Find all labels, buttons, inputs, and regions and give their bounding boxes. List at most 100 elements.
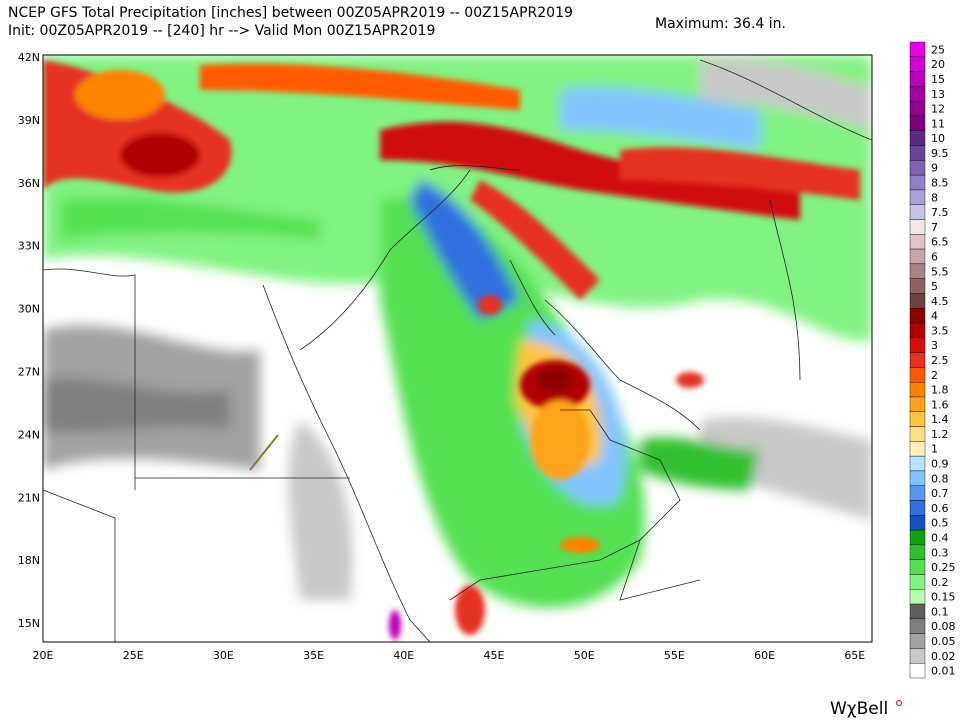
- colorbar-label: 12: [931, 103, 945, 116]
- colorbar-swatch: [909, 633, 926, 649]
- colorbar-swatch: [909, 663, 926, 679]
- colorbar-label: 0.5: [931, 517, 949, 530]
- colorbar-swatch: [909, 100, 926, 117]
- colorbar-swatch: [909, 618, 926, 634]
- colorbar-label: 1.6: [931, 398, 949, 411]
- lon-label: 30E: [213, 649, 234, 662]
- lon-label: 35E: [303, 649, 324, 662]
- colorbar-label: 0.1: [931, 605, 949, 618]
- lon-label: 25E: [123, 649, 144, 662]
- colorbar-swatch: [909, 352, 926, 368]
- colorbar-swatch: [909, 219, 926, 235]
- colorbar-swatch: [909, 485, 926, 501]
- map-frame: [42, 54, 873, 643]
- colorbar-label: 1.8: [931, 384, 949, 397]
- colorbar-swatch: [909, 248, 926, 265]
- colorbar-label: 9: [931, 162, 938, 175]
- colorbar-swatch: [909, 381, 926, 398]
- colorbar-label: 8: [931, 191, 938, 204]
- colorbar-label: 0.25: [931, 561, 956, 574]
- colorbar-swatch: [909, 263, 926, 279]
- colorbar-swatch: [909, 145, 926, 161]
- colorbar-label: 7.5: [931, 206, 949, 219]
- colorbar-label: 0.01: [931, 665, 956, 678]
- colorbar-label: 0.4: [931, 531, 949, 544]
- subtitle: Init: 00Z05APR2019 -- [240] hr --> Valid…: [8, 23, 435, 39]
- lat-label: 21N: [18, 491, 40, 504]
- colorbar-label: 6: [931, 250, 938, 263]
- colorbar-label: 4.5: [931, 295, 949, 308]
- colorbar-swatch: [909, 41, 926, 57]
- colorbar-label: 2: [931, 369, 938, 382]
- lon-label: 45E: [484, 649, 505, 662]
- colorbar-label: 20: [931, 58, 945, 71]
- lon-label: 65E: [844, 649, 865, 662]
- borders: [43, 59, 872, 642]
- colorbar-swatch: [909, 160, 926, 176]
- colorbar-swatch: [909, 71, 926, 87]
- lat-label: 27N: [18, 366, 40, 379]
- colorbar-label: 5: [931, 280, 938, 293]
- colorbar-swatch: [909, 574, 926, 590]
- colorbar-swatch: [909, 86, 926, 102]
- colorbar-label: 4: [931, 310, 938, 323]
- colorbar-label: 15: [931, 73, 945, 86]
- colorbar-label: 0.08: [931, 620, 956, 633]
- lon-label: 55E: [664, 649, 685, 662]
- colorbar-swatch: [909, 515, 926, 531]
- colorbar-label: 2.5: [931, 354, 949, 367]
- colorbar-label: 25: [931, 43, 945, 56]
- colorbar-label: 3.5: [931, 324, 949, 337]
- colorbar-label: 0.15: [931, 591, 956, 604]
- precip-field: [43, 55, 872, 642]
- colorbar-swatch: [909, 529, 926, 546]
- lat-label: 36N: [18, 177, 40, 190]
- colorbar-label: 3: [931, 339, 938, 352]
- colorbar-label: 0.8: [931, 472, 949, 485]
- colorbar-swatch: [909, 278, 926, 294]
- colorbar: 252015131211109.598.587.576.565.554.543.…: [909, 41, 956, 679]
- colorbar-label: 5.5: [931, 265, 949, 278]
- colorbar-swatch: [909, 500, 926, 516]
- colorbar-label: 10: [931, 132, 945, 145]
- logo: WχBell: [830, 699, 888, 719]
- colorbar-swatch: [909, 589, 926, 605]
- colorbar-label: 13: [931, 88, 945, 101]
- colorbar-swatch: [909, 544, 926, 560]
- logo-dot: [895, 699, 903, 707]
- colorbar-swatch: [909, 308, 926, 324]
- colorbar-label: 1: [931, 443, 938, 456]
- lon-label: 60E: [754, 649, 775, 662]
- lat-label: 18N: [18, 554, 40, 567]
- colorbar-swatch: [909, 470, 926, 486]
- maximum: Maximum: 36.4 in.: [655, 16, 786, 32]
- colorbar-swatch: [909, 337, 926, 353]
- colorbar-label: 0.6: [931, 502, 949, 515]
- colorbar-swatch: [909, 204, 926, 220]
- colorbar-swatch: [909, 56, 926, 72]
- colorbar-label: 1.4: [931, 413, 949, 426]
- lat-label: 15N: [18, 617, 40, 630]
- colorbar-swatch: [909, 396, 926, 412]
- colorbar-label: 0.02: [931, 650, 956, 663]
- lat-label: 30N: [18, 303, 40, 316]
- colorbar-swatch: [909, 603, 926, 620]
- colorbar-swatch: [909, 115, 926, 131]
- lat-label: 24N: [18, 428, 40, 441]
- colorbar-swatch: [909, 426, 926, 442]
- axis-labels: 42N 39N 36N 33N 30N 27N 24N 21N 18N 15N 20E 25E 30E 3…: [18, 51, 866, 662]
- colorbar-label: 0.7: [931, 487, 949, 500]
- colorbar-swatch: [909, 234, 926, 250]
- title: NCEP GFS Total Precipitation [inches] be…: [8, 5, 573, 21]
- island: [249, 434, 279, 471]
- colorbar-swatch: [909, 441, 926, 457]
- lat-label: 42N: [18, 51, 40, 64]
- colorbar-label: 1.2: [931, 428, 949, 441]
- colorbar-swatch: [909, 322, 926, 339]
- colorbar-label: 8.5: [931, 177, 949, 190]
- colorbar-label: 0.05: [931, 635, 956, 648]
- colorbar-label: 0.3: [931, 546, 949, 559]
- colorbar-swatch: [909, 174, 926, 191]
- colorbar-swatch: [909, 367, 926, 383]
